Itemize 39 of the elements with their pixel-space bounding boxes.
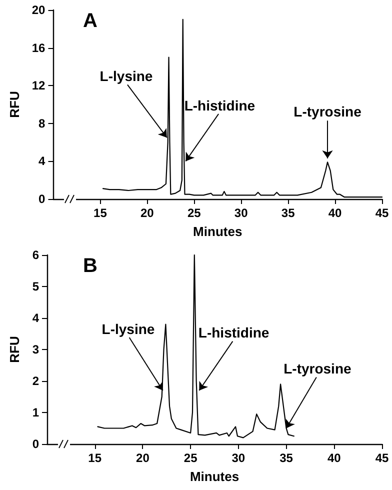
x-axis-title: Minutes — [193, 224, 242, 239]
x-tick-label: 35 — [280, 451, 294, 465]
y-axis-title: RFU — [7, 91, 22, 118]
x-tick-label: 30 — [234, 206, 248, 220]
x-tick-label: 30 — [232, 451, 246, 465]
y-tick-label: 1 — [32, 406, 40, 420]
y-tick-label: 5 — [32, 280, 40, 294]
chart-title: A — [83, 10, 98, 32]
annotation: L-histidine — [198, 324, 270, 341]
annotation: L-lysine — [100, 68, 153, 84]
x-tick-label: 45 — [375, 451, 389, 465]
chart-title: B — [83, 255, 98, 277]
y-tick-label: 4 — [32, 311, 40, 325]
y-tick-label: 6 — [32, 248, 40, 262]
x-tick-label: 15 — [88, 451, 102, 465]
y-tick-label: 4 — [38, 154, 46, 168]
y-tick-label: 0 — [38, 192, 46, 206]
y-tick-label: 0 — [32, 437, 40, 451]
x-tick-label: 40 — [328, 206, 342, 220]
x-tick-label: 35 — [281, 206, 296, 220]
x-tick-label: 45 — [375, 206, 389, 220]
y-tick-label: 3 — [32, 342, 40, 356]
x-tick-label: 20 — [136, 451, 150, 465]
x-tick-label: 25 — [184, 451, 198, 465]
annotation: L-lysine — [102, 320, 155, 337]
x-tick-label: 15 — [94, 206, 108, 220]
annotation: L-tyrosine — [294, 104, 362, 120]
annotation: L-tyrosine — [284, 360, 352, 376]
y-axis-title: RFU — [7, 336, 22, 363]
y-tick-label: 8 — [38, 116, 46, 130]
y-tick-label: 2 — [32, 374, 40, 388]
y-tick-label: 12 — [32, 78, 46, 93]
x-axis-title: Minutes — [190, 469, 240, 484]
x-tick-label: 20 — [140, 206, 154, 220]
x-tick-label: 25 — [187, 206, 202, 220]
y-tick-label: 20 — [32, 3, 46, 17]
annotation: L-histidine — [184, 97, 256, 114]
x-tick-label: 40 — [327, 451, 342, 465]
y-tick-label: 16 — [32, 40, 46, 55]
